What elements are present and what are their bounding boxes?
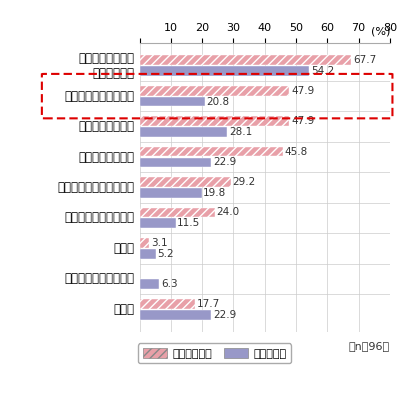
Text: 67.7: 67.7 [353,55,376,65]
Bar [140,249,156,259]
Text: 28.1: 28.1 [229,127,252,137]
Bar [140,86,290,96]
Bar [140,279,159,289]
Bar [140,238,149,248]
Text: 17.7: 17.7 [197,299,220,309]
Bar [140,188,201,198]
Text: 29.2: 29.2 [232,177,256,187]
Text: 11.5: 11.5 [177,219,200,228]
Bar [140,55,351,65]
Bar [140,158,211,167]
Bar [140,219,176,228]
Bar [140,66,309,76]
Text: 24.0: 24.0 [216,208,239,217]
Text: 54.2: 54.2 [311,66,334,76]
Text: 19.8: 19.8 [203,188,226,198]
Text: 47.9: 47.9 [291,85,314,96]
Text: 20.8: 20.8 [206,96,229,107]
Bar [140,97,205,107]
Text: (%): (%) [370,27,390,37]
Text: 22.9: 22.9 [213,158,236,168]
Text: 47.9: 47.9 [291,116,314,126]
Bar [140,208,215,217]
Text: 3.1: 3.1 [151,238,167,248]
Legend: 見込みの効果, 実際の効果: 見込みの効果, 実際の効果 [138,344,291,363]
Bar [140,310,211,319]
Bar [140,116,290,126]
Bar [140,177,231,187]
Text: 5.2: 5.2 [157,249,174,259]
Bar [140,147,283,156]
Text: 6.3: 6.3 [161,279,178,289]
Text: 45.8: 45.8 [284,147,308,157]
Text: （n＝96）: （n＝96） [349,341,390,351]
Text: 22.9: 22.9 [213,310,236,319]
Bar [140,127,227,137]
Bar [140,299,195,309]
